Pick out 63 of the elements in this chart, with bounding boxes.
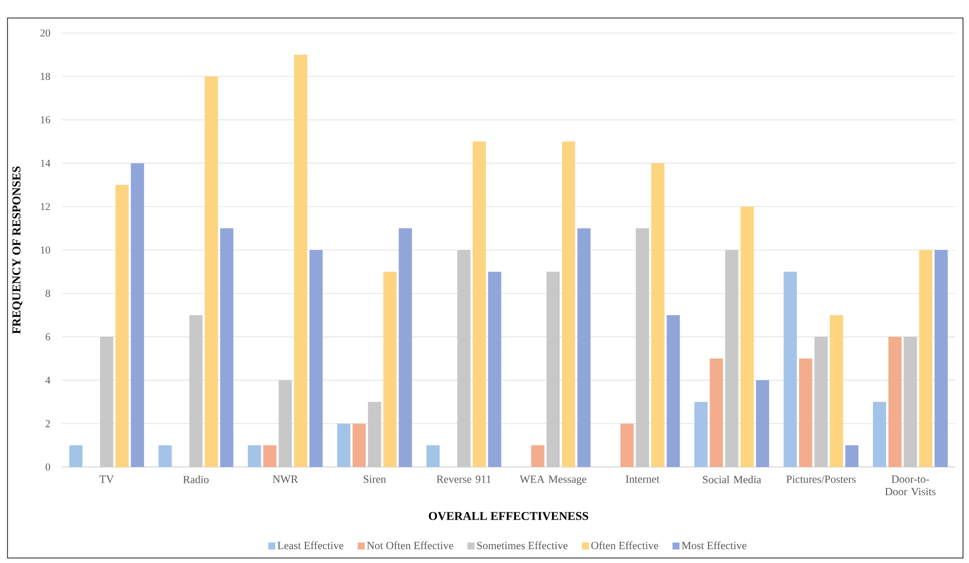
bar bbox=[383, 272, 397, 467]
y-tick-label: 8 bbox=[46, 290, 50, 297]
bar bbox=[577, 228, 591, 467]
bar bbox=[799, 358, 812, 467]
x-tick-label: NWR bbox=[272, 476, 298, 483]
x-tick-label: Pictures/Posters bbox=[786, 476, 856, 483]
y-tick-label: 0 bbox=[46, 463, 50, 471]
y-tick-label: 6 bbox=[46, 333, 50, 340]
bar bbox=[337, 424, 350, 467]
y-tick-label: 12 bbox=[40, 203, 50, 210]
x-tick-label: Siren bbox=[364, 476, 386, 483]
bar bbox=[694, 402, 708, 467]
x-tick-label: Internet bbox=[626, 476, 660, 483]
bar bbox=[934, 250, 948, 467]
bar bbox=[872, 402, 886, 467]
bar bbox=[352, 424, 366, 467]
y-tick-label: 16 bbox=[40, 116, 50, 124]
x-tick-label: Reverse 911 bbox=[436, 476, 491, 483]
x-tick-label: Radio bbox=[183, 476, 209, 484]
bar bbox=[830, 315, 844, 467]
legend-label: Often Effective bbox=[591, 541, 658, 550]
legend-label: Not Often Effective bbox=[366, 541, 454, 550]
bar bbox=[845, 445, 858, 467]
x-tick-label: Social Media bbox=[702, 476, 762, 484]
y-axis-title: FREQUENCY OF RESPONSES bbox=[12, 166, 22, 334]
bar bbox=[620, 424, 634, 467]
bar bbox=[562, 141, 576, 467]
x-axis-title: OVERALL EFFECTIVENESS bbox=[428, 512, 588, 520]
bar bbox=[488, 272, 502, 467]
y-tick-label: 10 bbox=[40, 246, 50, 254]
bar bbox=[398, 228, 412, 467]
x-tick-label: WEA Message bbox=[520, 476, 586, 486]
x-tick-label: Door-to-Door Visits bbox=[885, 476, 936, 496]
y-tick-label: 18 bbox=[40, 72, 50, 80]
bar bbox=[204, 76, 218, 467]
bar bbox=[294, 54, 308, 467]
bar bbox=[919, 250, 932, 467]
x-tick-label: TV bbox=[100, 476, 114, 483]
bar bbox=[248, 445, 262, 467]
bar bbox=[115, 184, 129, 467]
y-tick-label: 2 bbox=[46, 420, 50, 428]
bar bbox=[888, 336, 902, 467]
bar bbox=[666, 315, 680, 467]
y-tick-label: 14 bbox=[40, 160, 50, 167]
bar bbox=[651, 163, 664, 467]
bar bbox=[710, 358, 723, 467]
legend-label: Most Effective bbox=[682, 541, 746, 550]
bar bbox=[531, 445, 544, 467]
legend-label: Sometimes Effective bbox=[477, 541, 568, 550]
bar bbox=[220, 228, 234, 467]
bar bbox=[263, 445, 276, 467]
bar bbox=[784, 272, 797, 467]
y-tick-label: 4 bbox=[45, 376, 50, 384]
bar bbox=[756, 380, 770, 467]
bar bbox=[69, 445, 82, 467]
bar bbox=[309, 250, 323, 467]
bar bbox=[740, 206, 754, 467]
bar bbox=[472, 141, 486, 467]
y-tick-label: 20 bbox=[40, 29, 50, 37]
bar bbox=[158, 445, 172, 467]
bar bbox=[426, 445, 440, 467]
legend-label: Least Effective bbox=[278, 541, 344, 550]
bar bbox=[130, 163, 144, 467]
